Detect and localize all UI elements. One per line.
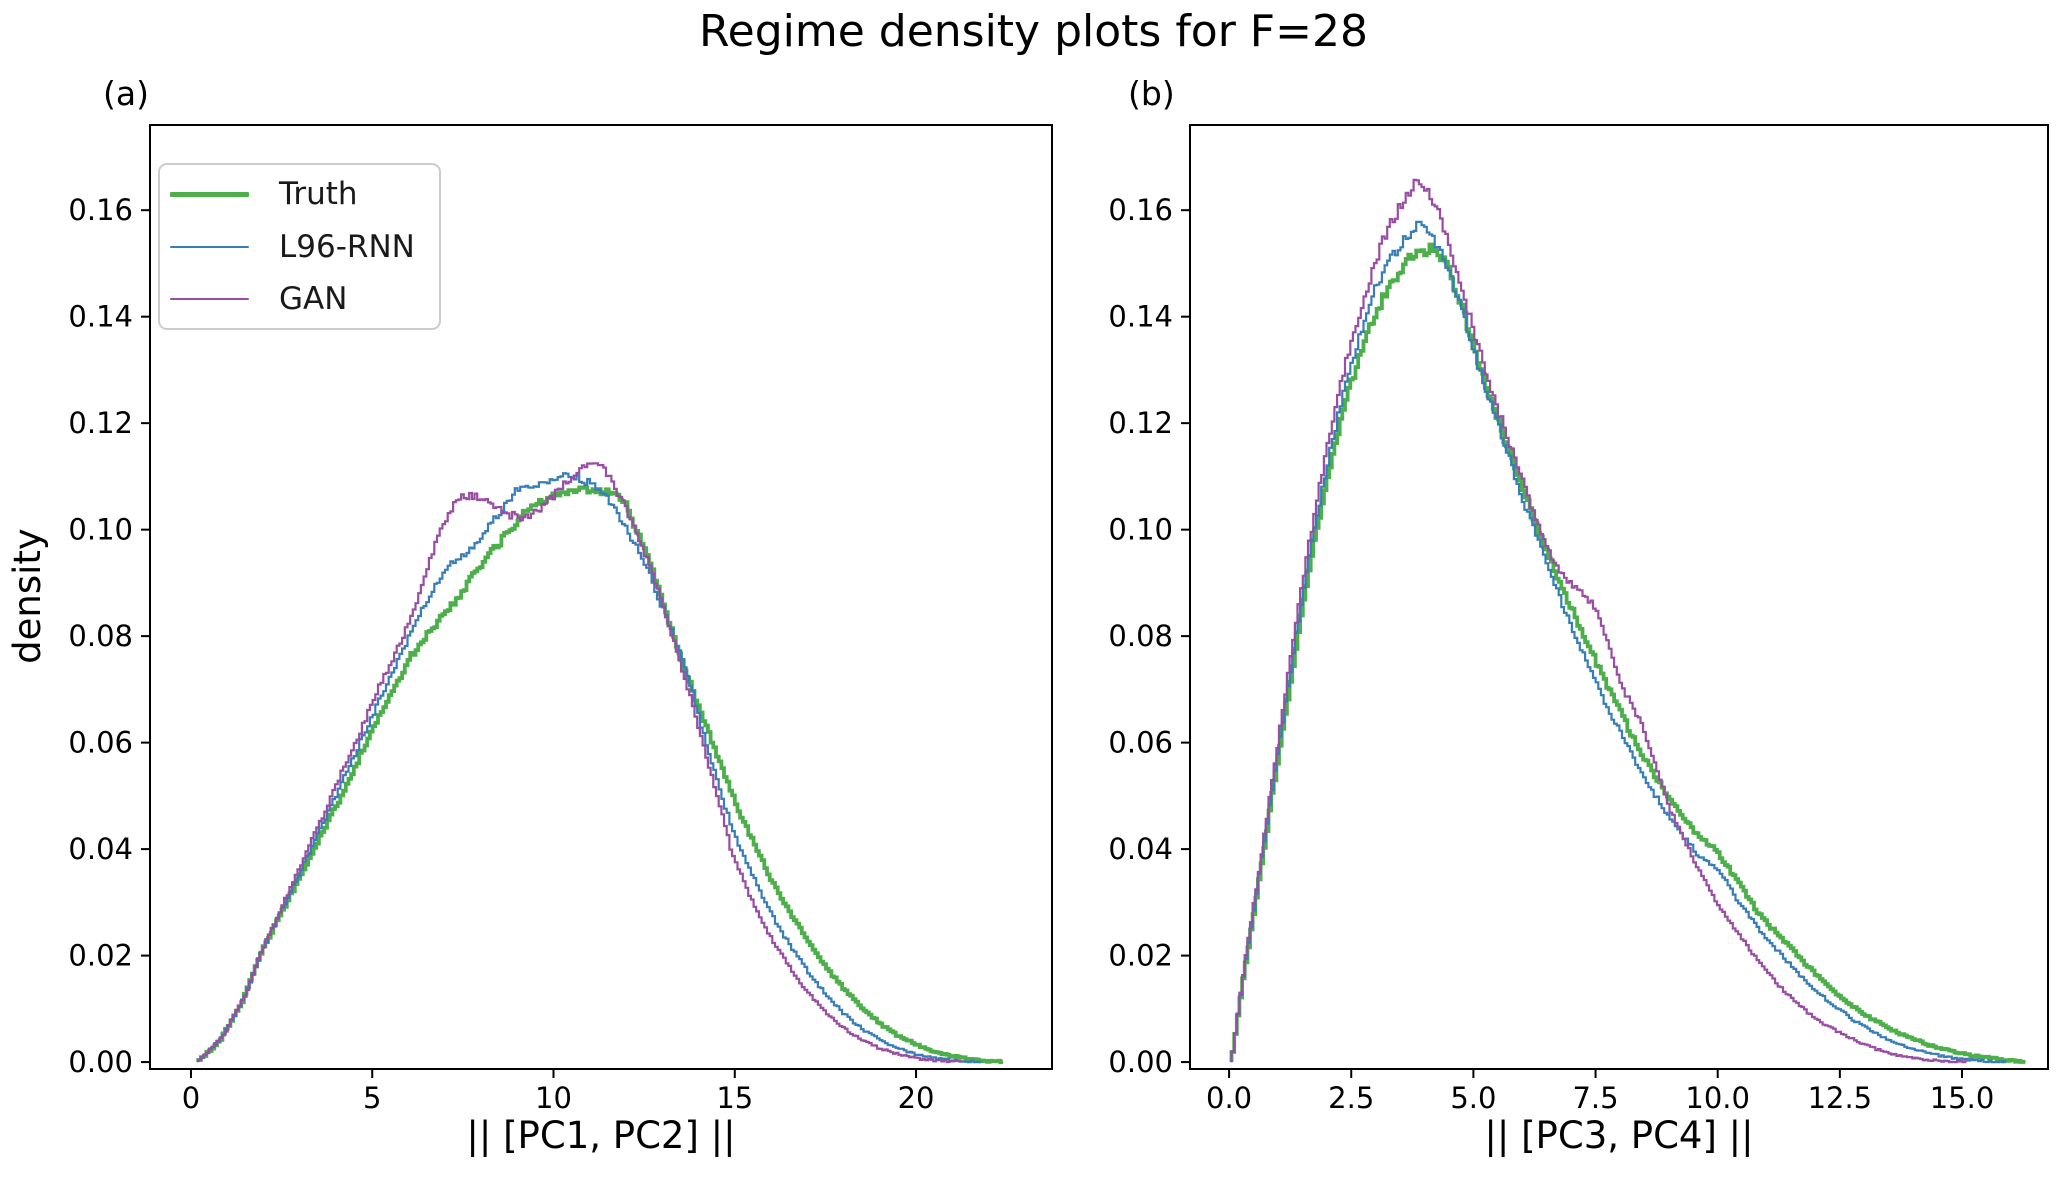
x-tick-label: 7.5 [1572, 1081, 1618, 1115]
x-tick-label: 15 [716, 1081, 753, 1115]
x-tick-label: 15.0 [1930, 1081, 1995, 1115]
x-tick-label: 12.5 [1808, 1081, 1873, 1115]
y-tick-label: 0.14 [68, 300, 133, 334]
legend-item-gan: GAN [160, 277, 443, 321]
legend: Truth L96-RNN GAN [158, 163, 441, 330]
x-tick-label: 0.0 [1206, 1081, 1252, 1115]
y-tick-label: 0.02 [68, 939, 133, 973]
y-axis-label: density [6, 528, 49, 664]
y-tick-label: 0.12 [1108, 406, 1173, 440]
series-gan [197, 462, 963, 1064]
legend-label-gan: GAN [279, 281, 348, 317]
y-tick-label: 0.04 [68, 832, 133, 866]
series-l96-rnn [1230, 220, 2006, 1064]
x-tick-label: 2.5 [1328, 1081, 1374, 1115]
legend-label-truth: Truth [279, 176, 358, 212]
y-tick-label: 0.06 [1108, 726, 1173, 760]
series-l96-rnn [197, 472, 982, 1064]
x-axis-label-b: || [PC3, PC4] || [1484, 1114, 1754, 1157]
y-tick-label: 0.00 [68, 1045, 133, 1079]
y-tick-label: 0.00 [1108, 1045, 1173, 1079]
y-tick-label: 0.04 [1108, 832, 1173, 866]
legend-line-truth [170, 191, 249, 197]
y-tick-label: 0.10 [1108, 513, 1173, 547]
series-gan [1230, 178, 1967, 1064]
x-tick-label: 0 [182, 1081, 200, 1115]
x-tick-label: 10 [535, 1081, 572, 1115]
y-tick-label: 0.02 [1108, 939, 1173, 973]
x-tick-label: 20 [898, 1081, 935, 1115]
legend-line-gan [170, 297, 249, 301]
x-tick-label: 10.0 [1685, 1081, 1750, 1115]
legend-item-l96-rnn: L96-RNN [160, 225, 443, 269]
series-truth [1229, 242, 2026, 1064]
y-tick-label: 0.10 [68, 513, 133, 547]
y-tick-label: 0.16 [68, 193, 133, 227]
x-tick-label: 5.0 [1450, 1081, 1496, 1115]
legend-label-l96-rnn: L96-RNN [279, 229, 415, 265]
y-tick-label: 0.06 [68, 726, 133, 760]
panel-label-b: (b) [1128, 74, 1175, 113]
y-tick-label: 0.16 [1108, 193, 1173, 227]
panel-a-series [196, 462, 1004, 1064]
axes-frame [149, 124, 1053, 1070]
axes-frame [1189, 124, 2049, 1070]
y-tick-label: 0.08 [1108, 619, 1173, 653]
legend-line-l96-rnn [170, 245, 249, 249]
y-tick-label: 0.14 [1108, 300, 1173, 334]
panel-label-a: (a) [103, 74, 149, 113]
x-axis-label-a: || [PC1, PC2] || [466, 1114, 736, 1157]
legend-item-truth: Truth [160, 172, 443, 216]
y-tick-label: 0.08 [68, 619, 133, 653]
panel-b-series [1229, 178, 2026, 1064]
series-truth [196, 485, 1004, 1064]
chart-title: Regime density plots for F=28 [699, 6, 1368, 57]
x-tick-label: 5 [363, 1081, 381, 1115]
y-tick-label: 0.12 [68, 406, 133, 440]
